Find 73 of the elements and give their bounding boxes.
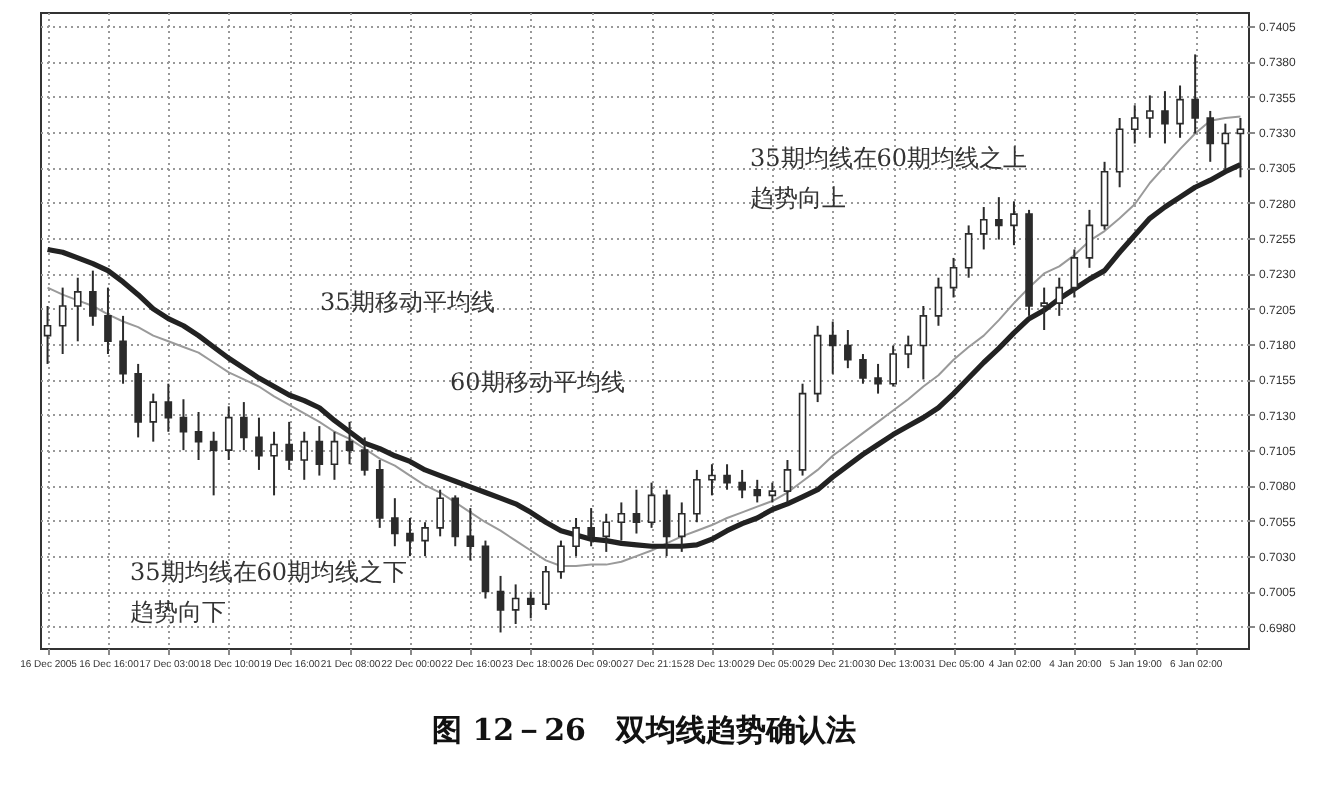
candlestick [73,276,82,343]
candlestick [1176,84,1184,139]
candlestick [451,494,460,548]
candlestick [179,398,188,452]
candlestick [406,516,414,558]
candlestick [270,430,278,497]
annotation: 35期移动平均线 [320,288,495,316]
candlestick [1206,109,1215,163]
candlestick [240,401,248,452]
candlestick [255,416,263,471]
candlestick [542,565,550,611]
annotation: 35期均线在60期均线之下 [130,558,408,586]
candlestick [496,574,505,634]
candlestick [511,583,520,625]
candlestick [693,468,701,524]
candlestick [149,392,158,443]
candlestick [1146,94,1154,139]
candlestick [466,507,475,562]
candlestick [436,488,444,538]
candlestick [557,539,565,580]
candlestick [164,382,173,433]
candlestick [104,286,112,356]
candlestick [209,430,218,497]
candlestick [330,430,339,481]
candlestick [768,481,777,504]
candlestick [617,501,626,542]
candlestick [391,497,399,548]
candlestick [526,590,535,620]
candlestick [934,276,943,327]
candlestick [1040,286,1048,331]
candlestick [783,459,792,504]
candlestick [647,481,656,529]
candlestick [300,430,309,481]
candlestick [194,410,203,462]
candlestick [224,405,233,462]
candlestick [708,463,716,497]
candlestick [844,329,852,370]
candlestick [1055,276,1064,317]
candlestick [1130,104,1139,145]
candlestick [58,286,67,356]
candlestick [360,436,369,477]
candlestick [1085,208,1094,269]
candlestick [979,206,988,251]
candlestick [1161,90,1169,145]
candlestick [995,196,1003,241]
candlestick [345,420,354,466]
candlestick [964,224,973,279]
candlestick [753,478,762,504]
candlestick [874,362,882,395]
candlestick [949,256,958,299]
candlestick [315,425,324,477]
candlestick [119,314,127,385]
candlestick [421,521,429,558]
candlestick [859,353,867,385]
candlestick [481,539,490,600]
candlestick [632,488,641,535]
candlestick [738,468,746,500]
candlestick [89,269,97,327]
text: 图 12－26 双均线趋势确认法 [432,712,856,748]
candlestick [828,320,837,375]
candlestick [723,463,731,491]
annotation: 趋势向下 [130,598,226,626]
candlestick [1115,117,1124,189]
candlestick [904,334,913,370]
candlestick [919,304,928,381]
candlestick [889,344,897,388]
candlestick [1010,200,1018,247]
annotation: 35期均线在60期均线之上 [750,144,1028,172]
annotation: 60期移动平均线 [450,368,625,396]
candlestick [1191,53,1199,135]
annotation: 趋势向上 [750,184,846,212]
candlestick [1070,248,1079,299]
candlestick [285,420,293,471]
